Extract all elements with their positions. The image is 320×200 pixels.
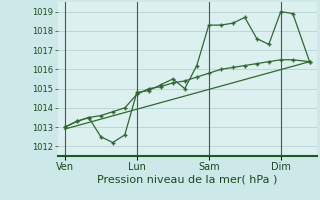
X-axis label: Pression niveau de la mer( hPa ): Pression niveau de la mer( hPa ) — [97, 174, 277, 184]
